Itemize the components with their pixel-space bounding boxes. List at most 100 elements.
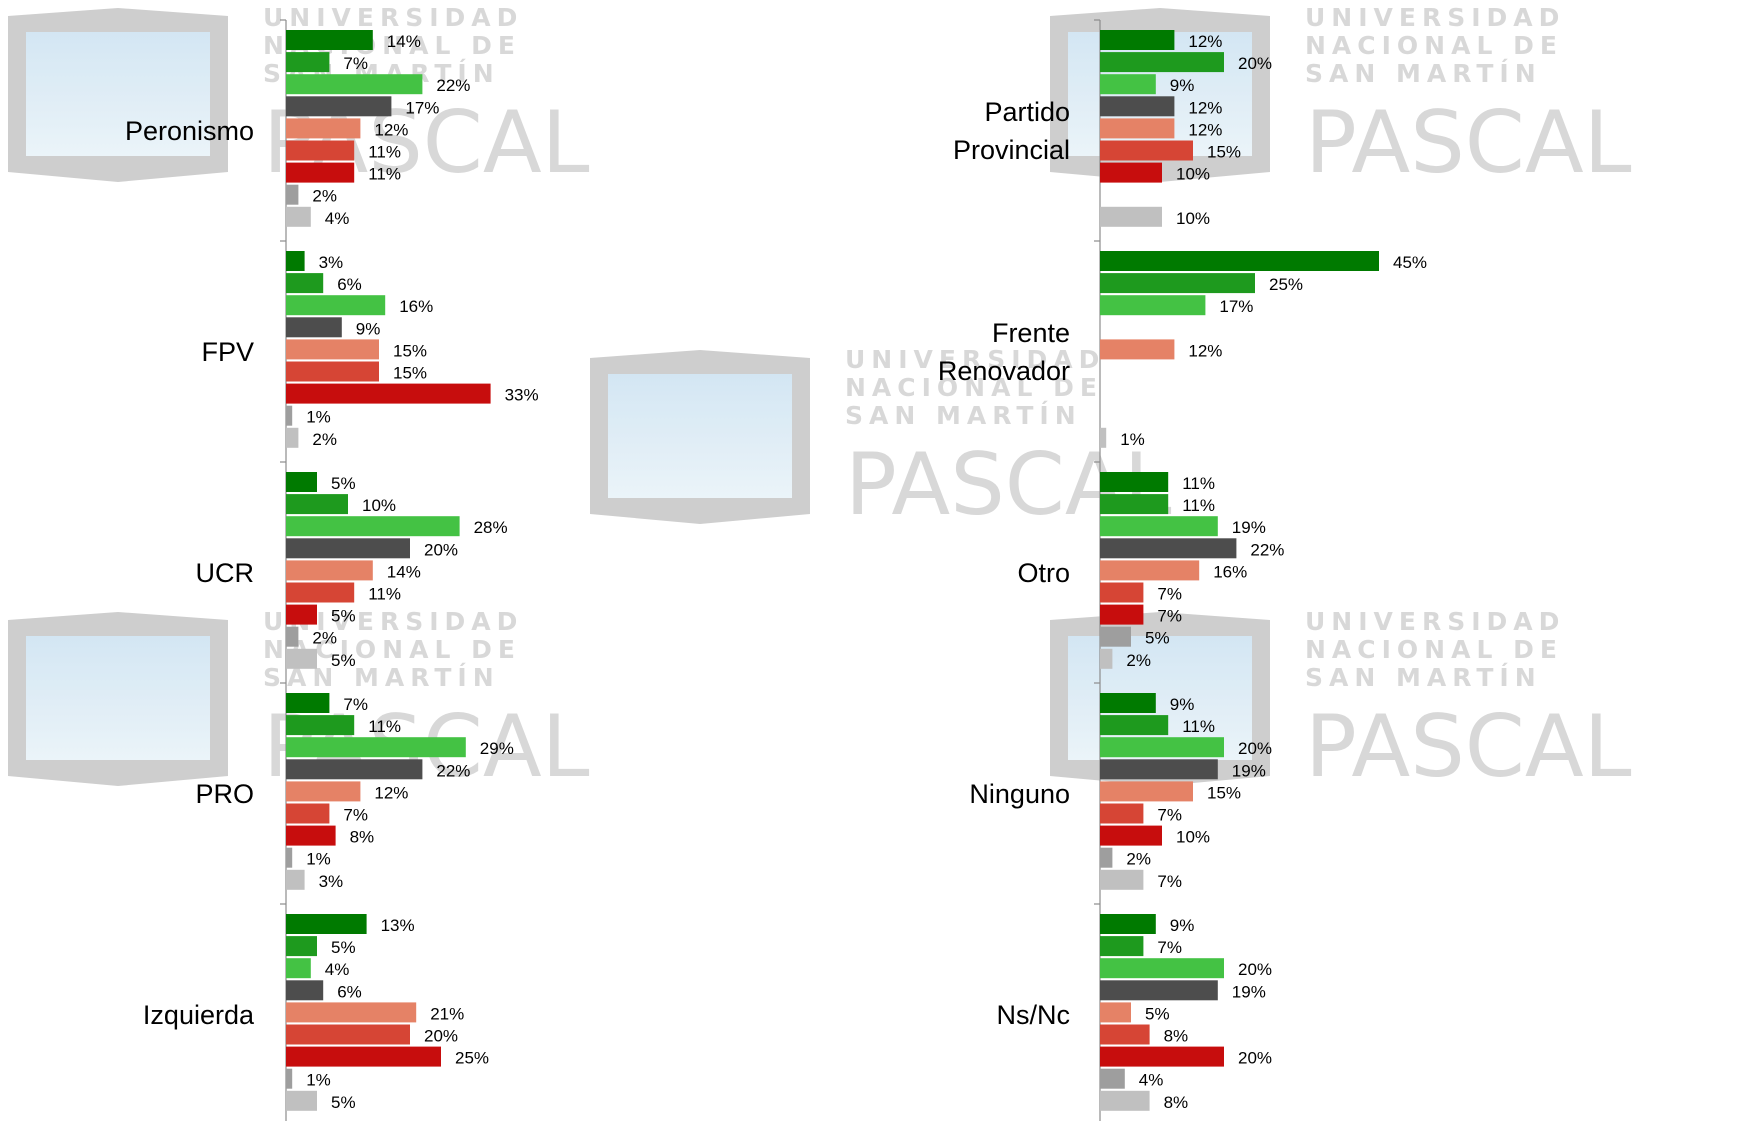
bar [1100,958,1224,979]
data-label: 11% [1182,474,1215,493]
watermark-line2: NACIONAL DE [1305,31,1563,60]
bar [286,494,348,515]
bar [1100,1024,1150,1045]
bar [1100,693,1156,713]
chart-right: Partido Provincial 12% 20% 9% 12% 12% 15% 10% 10%… [938,19,1427,1121]
bar [1100,825,1162,846]
data-label: 5% [331,607,356,626]
data-label: 22% [436,76,470,95]
data-label: 10% [1176,165,1210,184]
bar [1100,781,1193,802]
bar [286,1024,410,1045]
data-label: 16% [1213,562,1247,581]
data-label: 20% [1238,739,1272,758]
watermark-line1: UNIVERSIDAD [845,345,1105,374]
bar [1100,715,1169,736]
data-label: 19% [1232,761,1266,780]
bar [1100,869,1144,890]
data-label: 20% [1238,54,1272,73]
data-label: 4% [325,209,350,228]
bar [1100,936,1144,957]
data-label: 22% [436,761,470,780]
bar [286,560,373,581]
data-label: 7% [343,54,368,73]
data-label: 20% [424,1027,458,1046]
data-label: 12% [1188,98,1222,117]
bar [286,1068,293,1089]
data-label: 25% [1269,275,1303,294]
bar [286,1046,441,1067]
bar [286,96,392,117]
watermark-line2: NACIONAL DE [845,373,1103,402]
bar [286,516,460,537]
bar [1100,427,1107,448]
bar [286,737,466,758]
watermark-brand: PASCAL [1305,697,1632,797]
data-label: 5% [331,1093,356,1112]
bar [1100,30,1175,50]
bar [286,626,299,647]
data-label: 15% [393,364,427,383]
data-label: 2% [1126,850,1151,869]
data-label: 45% [1393,253,1427,272]
bar [1100,626,1131,647]
bar [286,361,379,382]
data-label: 21% [430,1004,464,1023]
data-label: 5% [1145,629,1170,648]
data-label: 19% [1232,518,1266,537]
data-label: 9% [1170,695,1195,714]
data-label: 12% [1188,32,1222,51]
bar [286,162,355,183]
data-label: 7% [1157,872,1182,891]
data-label: 2% [312,187,337,206]
data-label: 4% [1139,1071,1164,1090]
bar [286,936,317,957]
bar [286,538,410,559]
bar [286,781,361,802]
bar [286,980,324,1001]
book-page [608,374,792,498]
bar [286,648,317,669]
bar [286,582,355,603]
bar [1100,604,1144,625]
bar [1100,206,1162,227]
watermark-brand: PASCAL [1305,93,1632,193]
bar [1100,140,1193,161]
data-label: 8% [1164,1093,1189,1112]
data-label: 7% [1157,607,1182,626]
data-label: 29% [480,739,514,758]
bar [1100,295,1206,316]
bar [1100,847,1113,868]
bar [1100,1002,1131,1023]
bar [1100,118,1175,139]
data-label: 12% [374,120,408,139]
bar [1100,582,1144,603]
watermark-line3: SAN MARTÍN [845,401,1082,430]
data-label: 12% [1188,120,1222,139]
bar [1100,648,1113,669]
watermark-line3: SAN MARTÍN [1305,663,1542,692]
data-label: 1% [306,408,331,427]
bar [286,847,293,868]
data-label: 5% [1145,1004,1170,1023]
data-label: 7% [343,806,368,825]
data-label: 10% [1176,828,1210,847]
data-label: 22% [1250,540,1284,559]
data-label: 1% [1120,430,1145,449]
watermark-line1: UNIVERSIDAD [263,3,523,32]
watermark-line2: NACIONAL DE [1305,635,1563,664]
data-label: 7% [1157,585,1182,604]
bar [286,52,330,73]
data-label: 5% [331,474,356,493]
bar [286,295,386,316]
data-label: 11% [368,165,401,184]
bar [286,273,324,294]
bar [286,604,317,625]
data-label: 11% [1182,717,1215,736]
bar [1100,980,1218,1001]
category-label: Ns/Nc [997,1000,1071,1030]
data-label: 20% [1238,1049,1272,1068]
data-label: 2% [312,430,337,449]
watermark-line1: UNIVERSIDAD [1305,607,1565,636]
